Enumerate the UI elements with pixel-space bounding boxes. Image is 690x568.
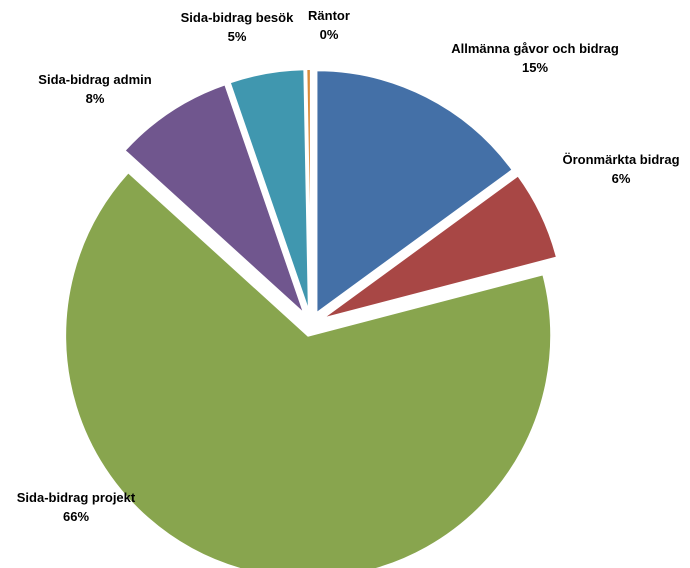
pie-labels: Allmänna gåvor och bidrag 15% Öronmärkta b…: [17, 8, 680, 524]
slice-label-2: Sida-bidrag projekt: [17, 490, 136, 505]
slice-label-1: Öronmärkta bidrag: [562, 152, 679, 167]
pie-slice-2: [64, 170, 553, 568]
slice-percent-2: 66%: [63, 509, 89, 524]
slice-percent-1: 6%: [612, 171, 631, 186]
pie-slice-4: [228, 68, 310, 313]
slice-percent-3: 8%: [86, 91, 105, 106]
slice-percent-4: 5%: [228, 29, 247, 44]
pie-slice-0: [315, 69, 515, 316]
slice-label-0: Allmänna gåvor och bidrag: [451, 41, 619, 56]
pie-slices: [64, 68, 559, 568]
slice-label-3: Sida-bidrag admin: [38, 72, 151, 87]
slice-percent-0: 15%: [522, 60, 548, 75]
pie-slice-1: [321, 174, 559, 320]
slice-label-5: Räntor: [308, 8, 350, 23]
pie-slice-5: [305, 68, 312, 313]
slice-percent-5: 0%: [320, 27, 339, 42]
slice-label-4: Sida-bidrag besök: [181, 10, 294, 25]
pie-slice-3: [123, 82, 306, 315]
